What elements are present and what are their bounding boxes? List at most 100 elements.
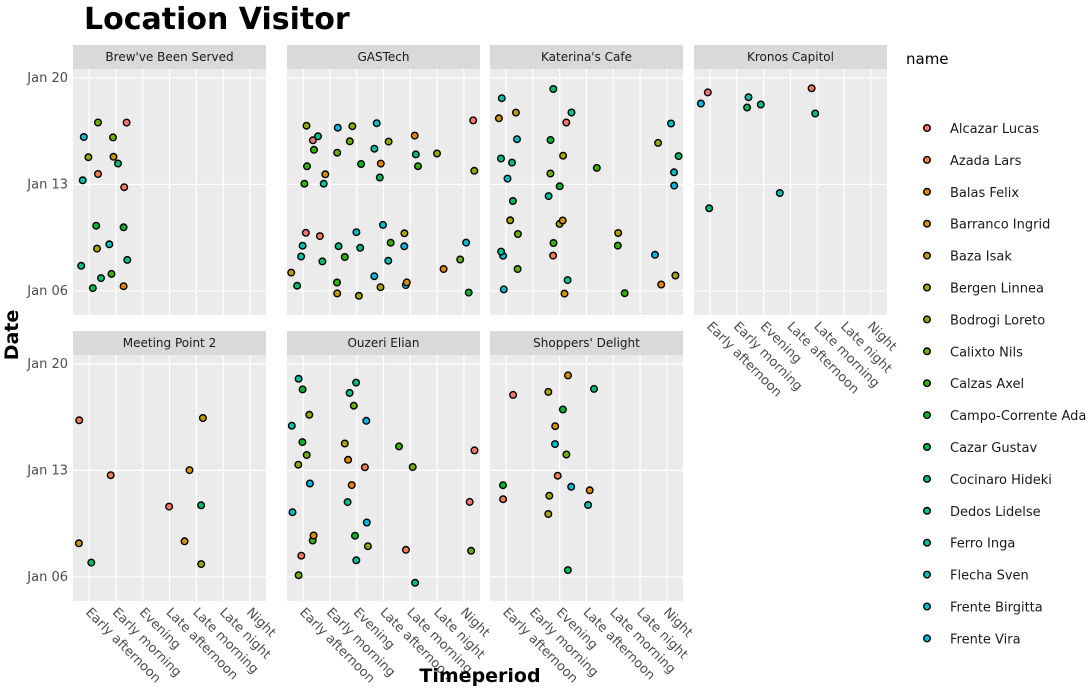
data-point bbox=[333, 289, 342, 298]
legend-title: name bbox=[906, 50, 949, 68]
data-point bbox=[197, 501, 206, 510]
facet-strip bbox=[287, 331, 480, 355]
data-point bbox=[674, 152, 683, 161]
data-point bbox=[302, 121, 311, 130]
data-point bbox=[84, 153, 93, 162]
data-point bbox=[107, 269, 116, 278]
data-point bbox=[352, 556, 361, 565]
legend-label: Ferro Inga bbox=[950, 537, 1015, 552]
data-point bbox=[315, 232, 324, 241]
data-point bbox=[370, 272, 379, 281]
y-tick-label: Jan 13 bbox=[26, 463, 68, 478]
data-point bbox=[584, 501, 593, 510]
data-point bbox=[508, 196, 517, 205]
legend-key bbox=[923, 443, 932, 452]
data-point bbox=[410, 131, 419, 140]
data-point bbox=[372, 119, 381, 128]
data-point bbox=[294, 374, 303, 383]
data-point bbox=[340, 439, 349, 448]
data-point bbox=[310, 145, 319, 154]
data-point bbox=[343, 498, 352, 507]
data-point bbox=[379, 220, 388, 229]
legend-key bbox=[923, 155, 932, 164]
facet-strip-label: Katerina's Cafe bbox=[541, 50, 632, 64]
data-point bbox=[354, 291, 363, 300]
data-point bbox=[411, 150, 420, 159]
facet-strip bbox=[694, 45, 887, 69]
legend-key bbox=[923, 315, 932, 324]
data-point bbox=[553, 471, 562, 480]
y-tick-label: Jan 06 bbox=[26, 284, 68, 299]
data-point bbox=[376, 159, 385, 168]
data-point bbox=[756, 100, 765, 109]
legend-key bbox=[923, 187, 932, 196]
data-point bbox=[294, 571, 303, 580]
legend-label: Flecha Sven bbox=[950, 569, 1029, 584]
data-point bbox=[513, 135, 522, 144]
facet-panel: GASTech bbox=[287, 45, 480, 315]
data-point bbox=[122, 118, 131, 127]
data-point bbox=[287, 268, 296, 277]
data-point bbox=[508, 158, 517, 167]
facet-strip-label: Shoppers' Delight bbox=[533, 336, 640, 350]
data-point bbox=[185, 466, 194, 475]
data-point bbox=[356, 243, 365, 252]
data-point bbox=[347, 481, 356, 490]
data-point bbox=[400, 242, 409, 251]
facet-panel: Kronos Capitol bbox=[694, 45, 887, 315]
facet-strip bbox=[287, 45, 480, 69]
data-point bbox=[288, 508, 297, 517]
data-point bbox=[549, 238, 558, 247]
y-tick-label: Jan 06 bbox=[26, 570, 68, 585]
legend-label: Calzas Axel bbox=[950, 377, 1024, 392]
facet-panel: Meeting Point 2 bbox=[73, 331, 266, 601]
data-point bbox=[703, 88, 712, 97]
data-point bbox=[555, 182, 564, 191]
legend-label: Frente Vira bbox=[950, 632, 1021, 647]
data-point bbox=[360, 463, 369, 472]
legend-label: Alcazar Lucas bbox=[950, 122, 1039, 137]
data-point bbox=[494, 114, 503, 123]
facet-strip bbox=[73, 45, 266, 69]
legend-key bbox=[923, 570, 932, 579]
data-point bbox=[294, 460, 303, 469]
data-point bbox=[506, 216, 515, 225]
data-point bbox=[509, 390, 518, 399]
legend-key bbox=[923, 219, 932, 228]
page-title: Location Visitor bbox=[84, 2, 350, 37]
y-tick-label: Jan 20 bbox=[26, 357, 68, 372]
data-point bbox=[96, 274, 105, 283]
data-point bbox=[386, 238, 395, 247]
data-point bbox=[470, 446, 479, 455]
facet-strip-label: Kronos Capitol bbox=[747, 50, 834, 64]
legend-label: Calixto Nils bbox=[950, 345, 1023, 360]
data-point bbox=[348, 122, 357, 131]
facet-strip bbox=[490, 331, 683, 355]
data-point bbox=[657, 280, 666, 289]
data-point bbox=[402, 278, 411, 287]
data-point bbox=[614, 228, 623, 237]
data-point bbox=[297, 551, 306, 560]
data-point bbox=[513, 229, 522, 238]
data-point bbox=[119, 282, 128, 291]
data-point bbox=[349, 401, 358, 410]
data-point bbox=[180, 537, 189, 546]
data-point bbox=[651, 250, 660, 259]
data-point bbox=[298, 385, 307, 394]
data-point bbox=[549, 84, 558, 93]
data-point bbox=[546, 135, 555, 144]
legend-label: Frente Birgitta bbox=[950, 601, 1043, 616]
data-point bbox=[670, 168, 679, 177]
data-point bbox=[344, 455, 353, 464]
data-point bbox=[551, 440, 560, 449]
data-point bbox=[352, 228, 361, 237]
data-point bbox=[414, 162, 423, 171]
data-point bbox=[375, 173, 384, 182]
data-point bbox=[370, 144, 379, 153]
data-point bbox=[362, 518, 371, 527]
data-point bbox=[744, 93, 753, 102]
data-point bbox=[562, 450, 571, 459]
data-point bbox=[198, 414, 207, 423]
data-point bbox=[470, 166, 479, 175]
